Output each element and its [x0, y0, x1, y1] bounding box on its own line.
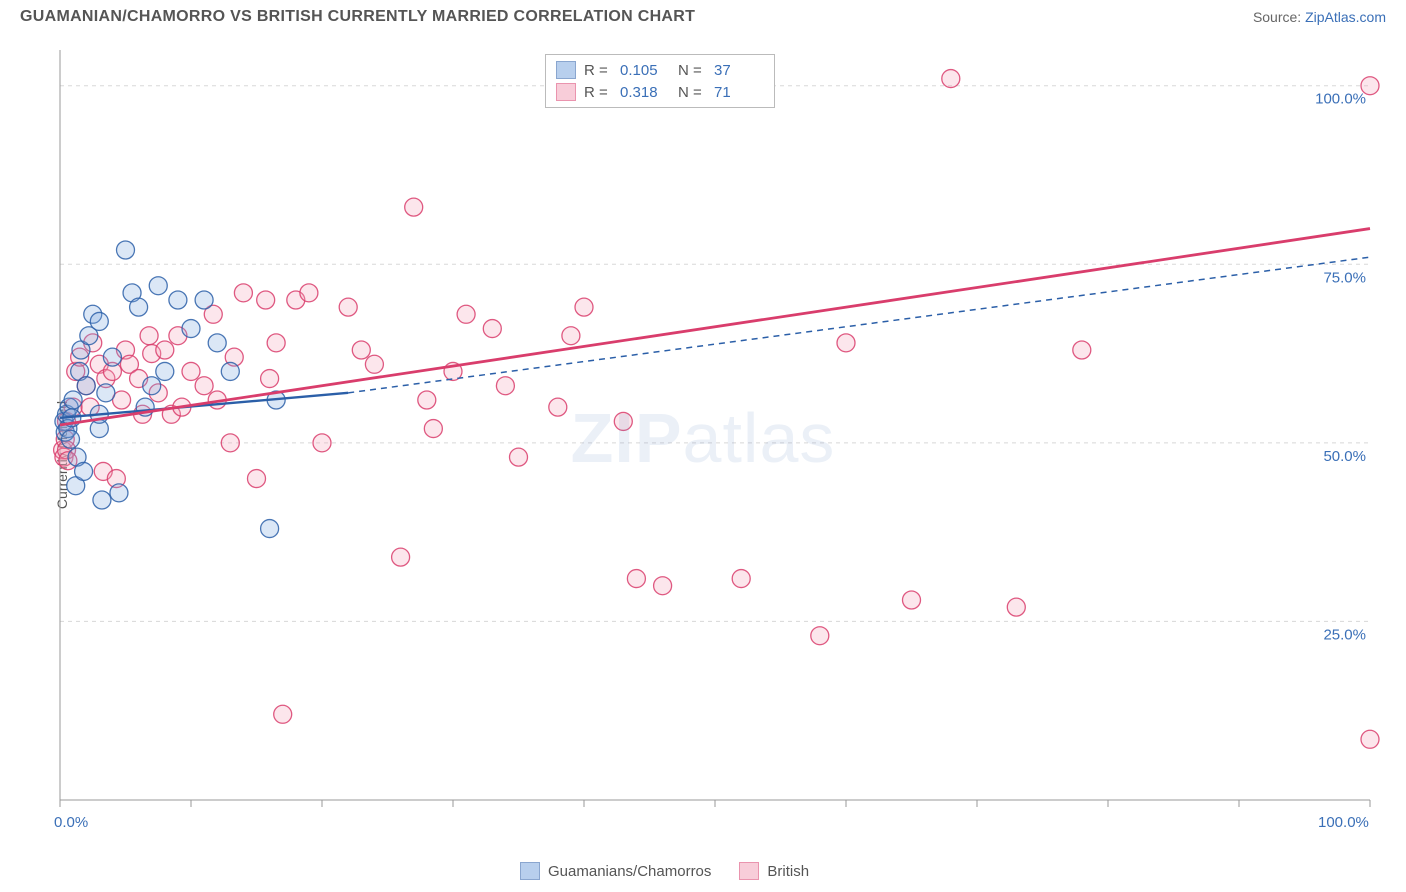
- data-point: [156, 341, 174, 359]
- data-point: [156, 362, 174, 380]
- x-tick-label: 0.0%: [54, 814, 88, 831]
- data-point: [418, 391, 436, 409]
- legend-stat-row: R = 0.105 N = 37: [556, 59, 764, 81]
- data-point: [274, 705, 292, 723]
- data-point: [149, 277, 167, 295]
- scatter-plot: 25.0% 50.0% 75.0% 100.0%: [50, 40, 1380, 810]
- data-point: [903, 591, 921, 609]
- legend-series-item: Guamanians/Chamorros: [520, 862, 711, 880]
- chart-container: Currently Married 25.0%50.0%75.0%100.0% …: [0, 30, 1406, 880]
- svg-text:25.0%: 25.0%: [1323, 626, 1366, 643]
- data-point: [169, 291, 187, 309]
- data-point: [257, 291, 275, 309]
- data-point: [837, 334, 855, 352]
- legend-n-value: 37: [714, 62, 764, 79]
- legend-r-label: R =: [584, 84, 612, 101]
- data-point: [1073, 341, 1091, 359]
- data-point: [130, 298, 148, 316]
- data-point: [811, 627, 829, 645]
- data-point: [182, 362, 200, 380]
- legend-swatch: [556, 61, 576, 79]
- data-point: [313, 434, 331, 452]
- source-attribution: Source: ZipAtlas.com: [1253, 9, 1386, 25]
- legend-stats: R = 0.105 N = 37 R = 0.318 N = 71: [545, 54, 775, 108]
- data-point: [261, 520, 279, 538]
- legend-r-value: 0.105: [620, 62, 670, 79]
- data-point: [300, 284, 318, 302]
- svg-text:75.0%: 75.0%: [1323, 269, 1366, 286]
- data-point: [248, 470, 266, 488]
- data-point: [365, 355, 383, 373]
- data-point: [140, 327, 158, 345]
- data-point: [1361, 77, 1379, 95]
- data-point: [75, 462, 93, 480]
- svg-text:50.0%: 50.0%: [1323, 448, 1366, 465]
- data-point: [392, 548, 410, 566]
- data-point: [510, 448, 528, 466]
- legend-n-value: 71: [714, 84, 764, 101]
- data-point: [1007, 598, 1025, 616]
- data-point: [405, 198, 423, 216]
- x-tick-label: 100.0%: [1318, 814, 1369, 831]
- data-point: [549, 398, 567, 416]
- data-point: [61, 430, 79, 448]
- legend-series: Guamanians/Chamorros British: [520, 862, 809, 880]
- data-point: [97, 384, 115, 402]
- data-point: [64, 391, 82, 409]
- data-point: [732, 570, 750, 588]
- data-point: [562, 327, 580, 345]
- data-point: [208, 334, 226, 352]
- data-point: [575, 298, 593, 316]
- data-point: [117, 241, 135, 259]
- source-link[interactable]: ZipAtlas.com: [1305, 9, 1386, 25]
- trend-line: [60, 229, 1370, 425]
- data-point: [457, 305, 475, 323]
- data-point: [654, 577, 672, 595]
- data-point: [234, 284, 252, 302]
- legend-r-value: 0.318: [620, 84, 670, 101]
- data-point: [261, 370, 279, 388]
- data-point: [339, 298, 357, 316]
- data-point: [93, 491, 111, 509]
- data-point: [110, 484, 128, 502]
- legend-n-label: N =: [678, 84, 706, 101]
- data-point: [483, 320, 501, 338]
- svg-text:100.0%: 100.0%: [1315, 91, 1366, 108]
- page-title: GUAMANIAN/CHAMORRO VS BRITISH CURRENTLY …: [20, 8, 695, 26]
- data-point: [267, 334, 285, 352]
- legend-n-label: N =: [678, 62, 706, 79]
- header: GUAMANIAN/CHAMORRO VS BRITISH CURRENTLY …: [0, 0, 1406, 30]
- data-point: [195, 377, 213, 395]
- legend-series-label: British: [767, 863, 809, 880]
- legend-series-label: Guamanians/Chamorros: [548, 863, 711, 880]
- data-point: [614, 412, 632, 430]
- data-point: [496, 377, 514, 395]
- data-point: [77, 377, 95, 395]
- data-point: [195, 291, 213, 309]
- legend-swatch: [520, 862, 540, 880]
- source-prefix: Source:: [1253, 9, 1305, 25]
- legend-r-label: R =: [584, 62, 612, 79]
- data-point: [627, 570, 645, 588]
- trend-line-extrapolated: [348, 257, 1370, 393]
- data-point: [90, 312, 108, 330]
- data-point: [182, 320, 200, 338]
- legend-swatch: [739, 862, 759, 880]
- data-point: [143, 377, 161, 395]
- data-point: [352, 341, 370, 359]
- data-point: [424, 420, 442, 438]
- legend-series-item: British: [739, 862, 809, 880]
- legend-swatch: [556, 83, 576, 101]
- data-point: [103, 348, 121, 366]
- data-point: [1361, 730, 1379, 748]
- data-point: [942, 70, 960, 88]
- data-point: [221, 362, 239, 380]
- legend-stat-row: R = 0.318 N = 71: [556, 81, 764, 103]
- data-point: [221, 434, 239, 452]
